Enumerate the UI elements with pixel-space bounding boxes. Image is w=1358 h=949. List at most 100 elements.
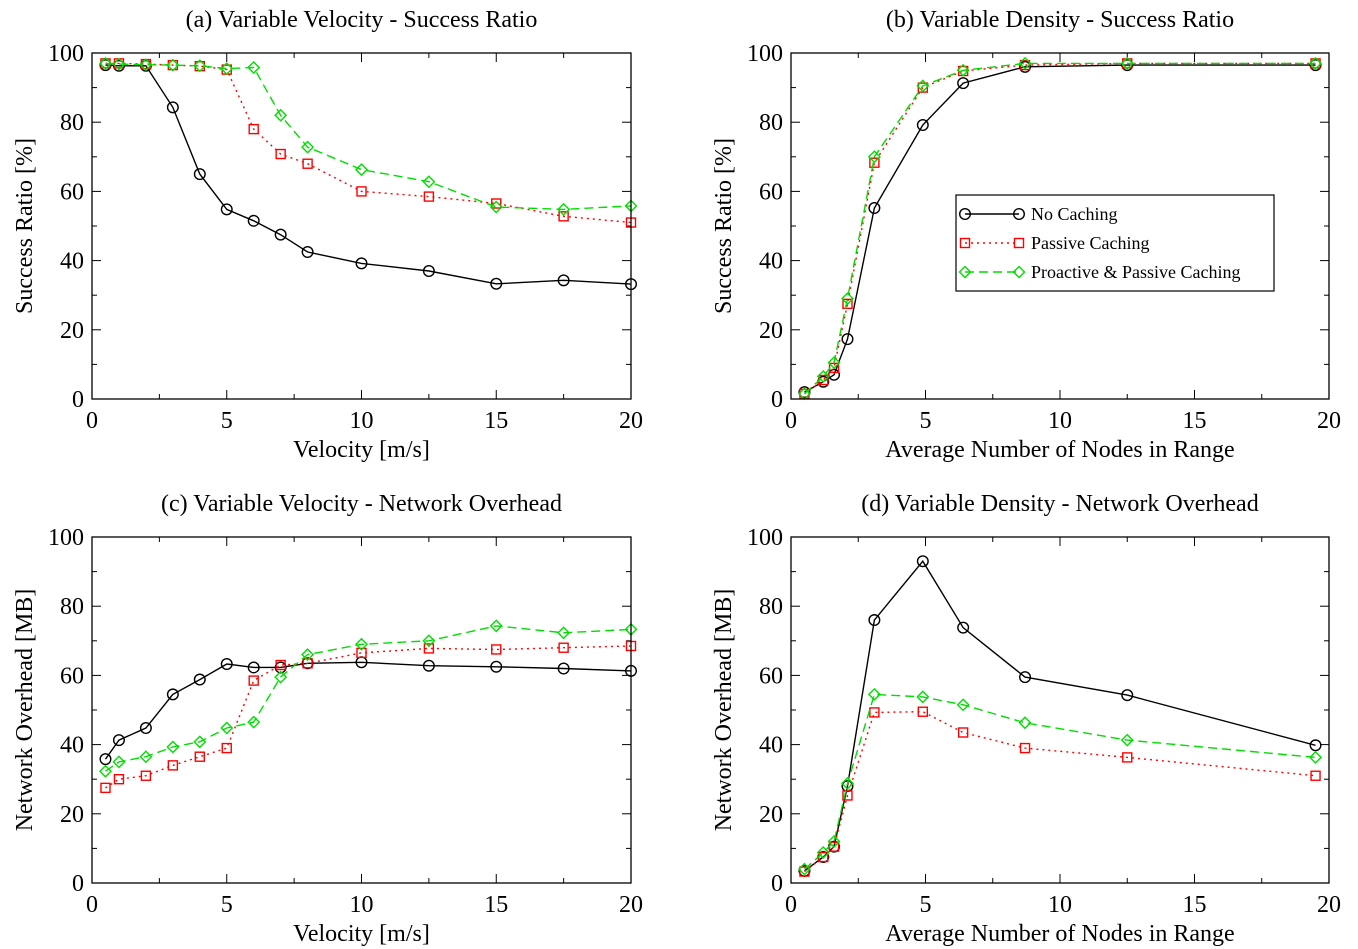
data-point (98, 56, 112, 70)
data-point (868, 614, 881, 627)
y-tick-label: 20 (759, 318, 783, 344)
data-point (423, 643, 435, 654)
plot-frame (790, 536, 1330, 884)
data-point (274, 670, 288, 684)
data-point (302, 158, 313, 169)
data-point (356, 186, 367, 197)
x-tick-label: 10 (1048, 408, 1072, 434)
plot-frame (790, 52, 1330, 400)
data-point (1019, 742, 1031, 754)
data-point (1121, 59, 1134, 72)
legend-marker (958, 265, 972, 279)
data-point (489, 619, 503, 633)
data-point (140, 770, 152, 781)
series-1 (798, 555, 1322, 877)
series-line (105, 62, 632, 224)
data-point (841, 333, 854, 346)
x-tick-label: 10 (350, 892, 374, 918)
x-tick-label: 15 (484, 892, 508, 918)
y-tick-label: 80 (759, 110, 783, 136)
data-point (1019, 60, 1032, 73)
data-point (1309, 750, 1323, 764)
data-point (1018, 56, 1032, 70)
data-point (100, 782, 111, 794)
data-point (557, 202, 571, 216)
y-tick-label: 0 (72, 387, 84, 413)
x-tick-label: 10 (350, 408, 374, 434)
data-point (797, 862, 811, 876)
data-point (356, 647, 367, 659)
data-point (221, 742, 232, 754)
data-point (868, 202, 881, 215)
data-point (113, 774, 125, 785)
series-3 (797, 687, 1323, 876)
data-point (842, 790, 853, 801)
data-point (867, 150, 881, 164)
data-point (558, 211, 569, 222)
data-point (1310, 770, 1321, 781)
series-1 (99, 59, 638, 291)
y-axis-label: Success Ratio [%] (711, 138, 737, 314)
data-point (301, 648, 315, 662)
data-point (423, 191, 435, 202)
data-point (558, 642, 569, 653)
data-point (422, 175, 436, 189)
data-point (422, 264, 435, 277)
y-tick-label: 100 (48, 41, 84, 67)
data-point (957, 621, 970, 634)
x-tick-label: 10 (1048, 892, 1072, 918)
data-point (422, 634, 436, 648)
legend-marker (1013, 237, 1025, 249)
series-1 (798, 59, 1322, 399)
y-tick-label: 20 (60, 318, 84, 344)
series-2 (799, 706, 1321, 877)
data-point (166, 58, 180, 72)
series-3 (98, 619, 638, 778)
y-tick-label: 80 (759, 594, 783, 620)
data-point (274, 228, 287, 241)
y-tick-label: 0 (771, 871, 783, 897)
data-point (112, 59, 125, 72)
legend-entry: Proactive & Passive Caching (1031, 262, 1240, 282)
x-axis-label: Average Number of Nodes in Range (885, 437, 1234, 463)
data-point (166, 740, 180, 754)
x-tick-label: 5 (920, 408, 932, 434)
data-point (557, 274, 570, 287)
data-point (139, 721, 152, 734)
y-tick-label: 20 (759, 802, 783, 828)
data-point (220, 203, 233, 216)
series-3 (797, 56, 1323, 401)
data-point (193, 168, 206, 181)
x-tick-label: 20 (1317, 892, 1341, 918)
x-tick-label: 5 (920, 892, 932, 918)
data-point (248, 675, 259, 686)
data-point (827, 356, 841, 370)
data-point (841, 292, 854, 306)
y-tick-label: 60 (759, 179, 783, 205)
chart-title: (d) Variable Density - Network Overhead (861, 491, 1258, 517)
data-point (816, 370, 830, 383)
chart-panel-c: (c) Variable Velocity - Network Overhead… (12, 491, 643, 947)
y-tick-label: 40 (60, 733, 84, 759)
data-point (867, 687, 881, 701)
data-point (301, 657, 314, 670)
data-point (956, 63, 970, 77)
y-tick-label: 100 (747, 525, 783, 551)
data-point (99, 59, 112, 72)
data-point (1121, 689, 1134, 702)
plot-frame (91, 52, 632, 400)
data-point (247, 214, 260, 227)
data-point (247, 61, 261, 75)
data-point (489, 200, 503, 214)
x-axis-label: Velocity [m/s] (293, 921, 430, 947)
data-point (422, 659, 435, 672)
data-point (916, 118, 929, 131)
series-line (804, 62, 1316, 395)
y-tick-label: 0 (771, 387, 783, 413)
data-point (557, 662, 570, 675)
legend-entry: Passive Caching (1031, 233, 1150, 253)
data-point (302, 658, 313, 669)
series-line (104, 661, 632, 760)
series-line (804, 64, 1316, 393)
y-tick-label: 80 (60, 594, 84, 620)
